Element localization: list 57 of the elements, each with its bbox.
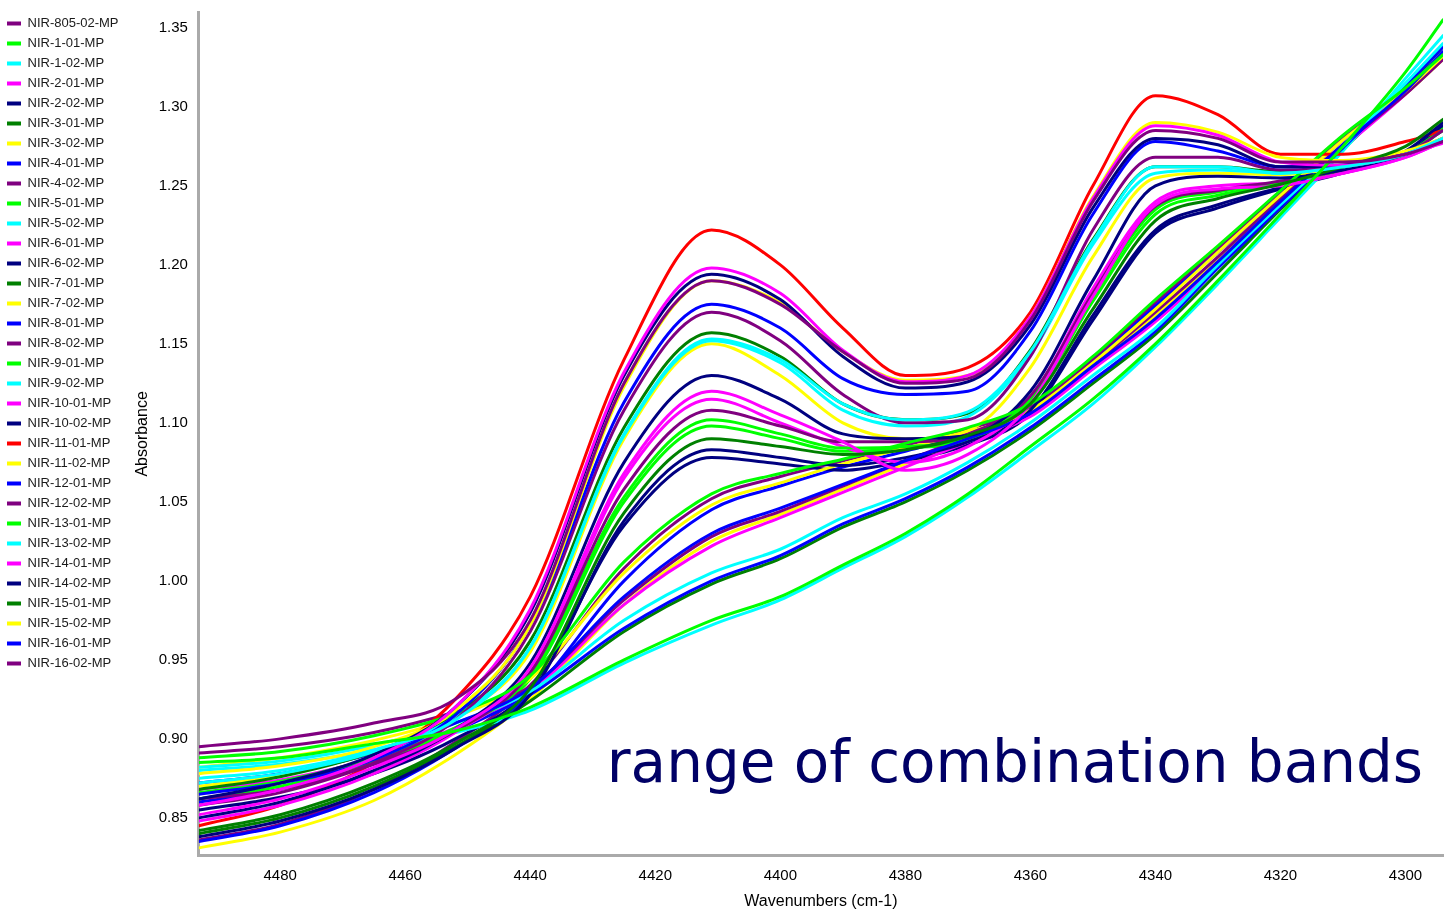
legend-label: NIR-7-01-MP [27,275,105,291]
y-tick-label: 0.95 [158,650,188,667]
legend-label: NIR-14-01-MP [27,555,112,571]
legend-label: NIR-8-02-MP [27,335,105,351]
x-tick-label: 4400 [763,865,798,883]
x-tick-label: 4420 [638,865,672,883]
legend-label: NIR-1-02-MP [27,55,105,71]
legend-label: NIR-10-02-MP [27,415,112,431]
legend-label: NIR-3-01-MP [27,115,105,131]
y-tick-label: 1.25 [158,175,188,193]
legend-label: NIR-15-02-MP [27,615,112,631]
y-tick-label: 1.20 [158,254,188,272]
x-tick-label: 4480 [263,865,297,883]
legend-label: NIR-9-01-MP [27,355,105,371]
legend-label: NIR-2-02-MP [27,95,105,111]
y-tick-label: 1.05 [158,491,188,509]
x-axis-title: Wavenumbers (cm-1) [744,891,898,909]
legend-label: NIR-805-02-MP [27,15,119,31]
legend-label: NIR-15-01-MP [27,595,112,611]
legend-label: NIR-7-02-MP [27,295,105,311]
x-tick-label: 4380 [888,865,923,883]
legend-label: NIR-12-01-MP [27,475,112,491]
annotation: range of combination bands [606,727,1423,796]
legend-label: NIR-6-01-MP [27,235,105,251]
legend-label: NIR-8-01-MP [27,315,105,331]
y-tick-label: 0.85 [158,808,188,826]
x-tick-label: 4360 [1013,865,1048,883]
legend-label: NIR-2-01-MP [27,75,105,91]
legend-label: NIR-3-02-MP [27,135,105,151]
legend-label: NIR-16-02-MP [27,655,112,671]
y-tick-label: 0.90 [158,729,188,747]
y-axis-title: Absorbance [132,391,150,477]
legend-label: NIR-14-02-MP [27,575,112,591]
legend-label: NIR-5-02-MP [27,215,105,231]
y-tick-label: 1.30 [158,96,188,114]
legend-label: NIR-11-02-MP [27,455,111,471]
y-tick-label: 1.10 [158,412,188,430]
legend-label: NIR-1-01-MP [27,35,105,51]
y-tick-label: 1.00 [158,570,188,588]
legend-label: NIR-10-01-MP [27,395,112,411]
y-tick-label: 1.15 [158,333,188,351]
legend-label: NIR-9-02-MP [27,375,105,391]
legend-label: NIR-16-01-MP [27,635,112,651]
y-tick-label: 1.35 [158,17,188,35]
legend-label: NIR-11-01-MP [27,435,111,451]
legend-label: NIR-13-01-MP [27,515,112,531]
legend-label: NIR-12-02-MP [27,495,112,511]
legend-label: NIR-13-02-MP [27,535,112,551]
legend-label: NIR-4-02-MP [27,175,105,191]
legend-label: NIR-6-02-MP [27,255,105,271]
x-tick-label: 4300 [1388,865,1423,883]
legend-label: NIR-4-01-MP [27,155,105,171]
x-tick-label: 4340 [1138,865,1173,883]
x-tick-label: 4460 [388,865,422,883]
x-tick-label: 4440 [513,865,547,883]
legend-label: NIR-5-01-MP [27,195,105,211]
x-tick-label: 4320 [1263,865,1298,883]
